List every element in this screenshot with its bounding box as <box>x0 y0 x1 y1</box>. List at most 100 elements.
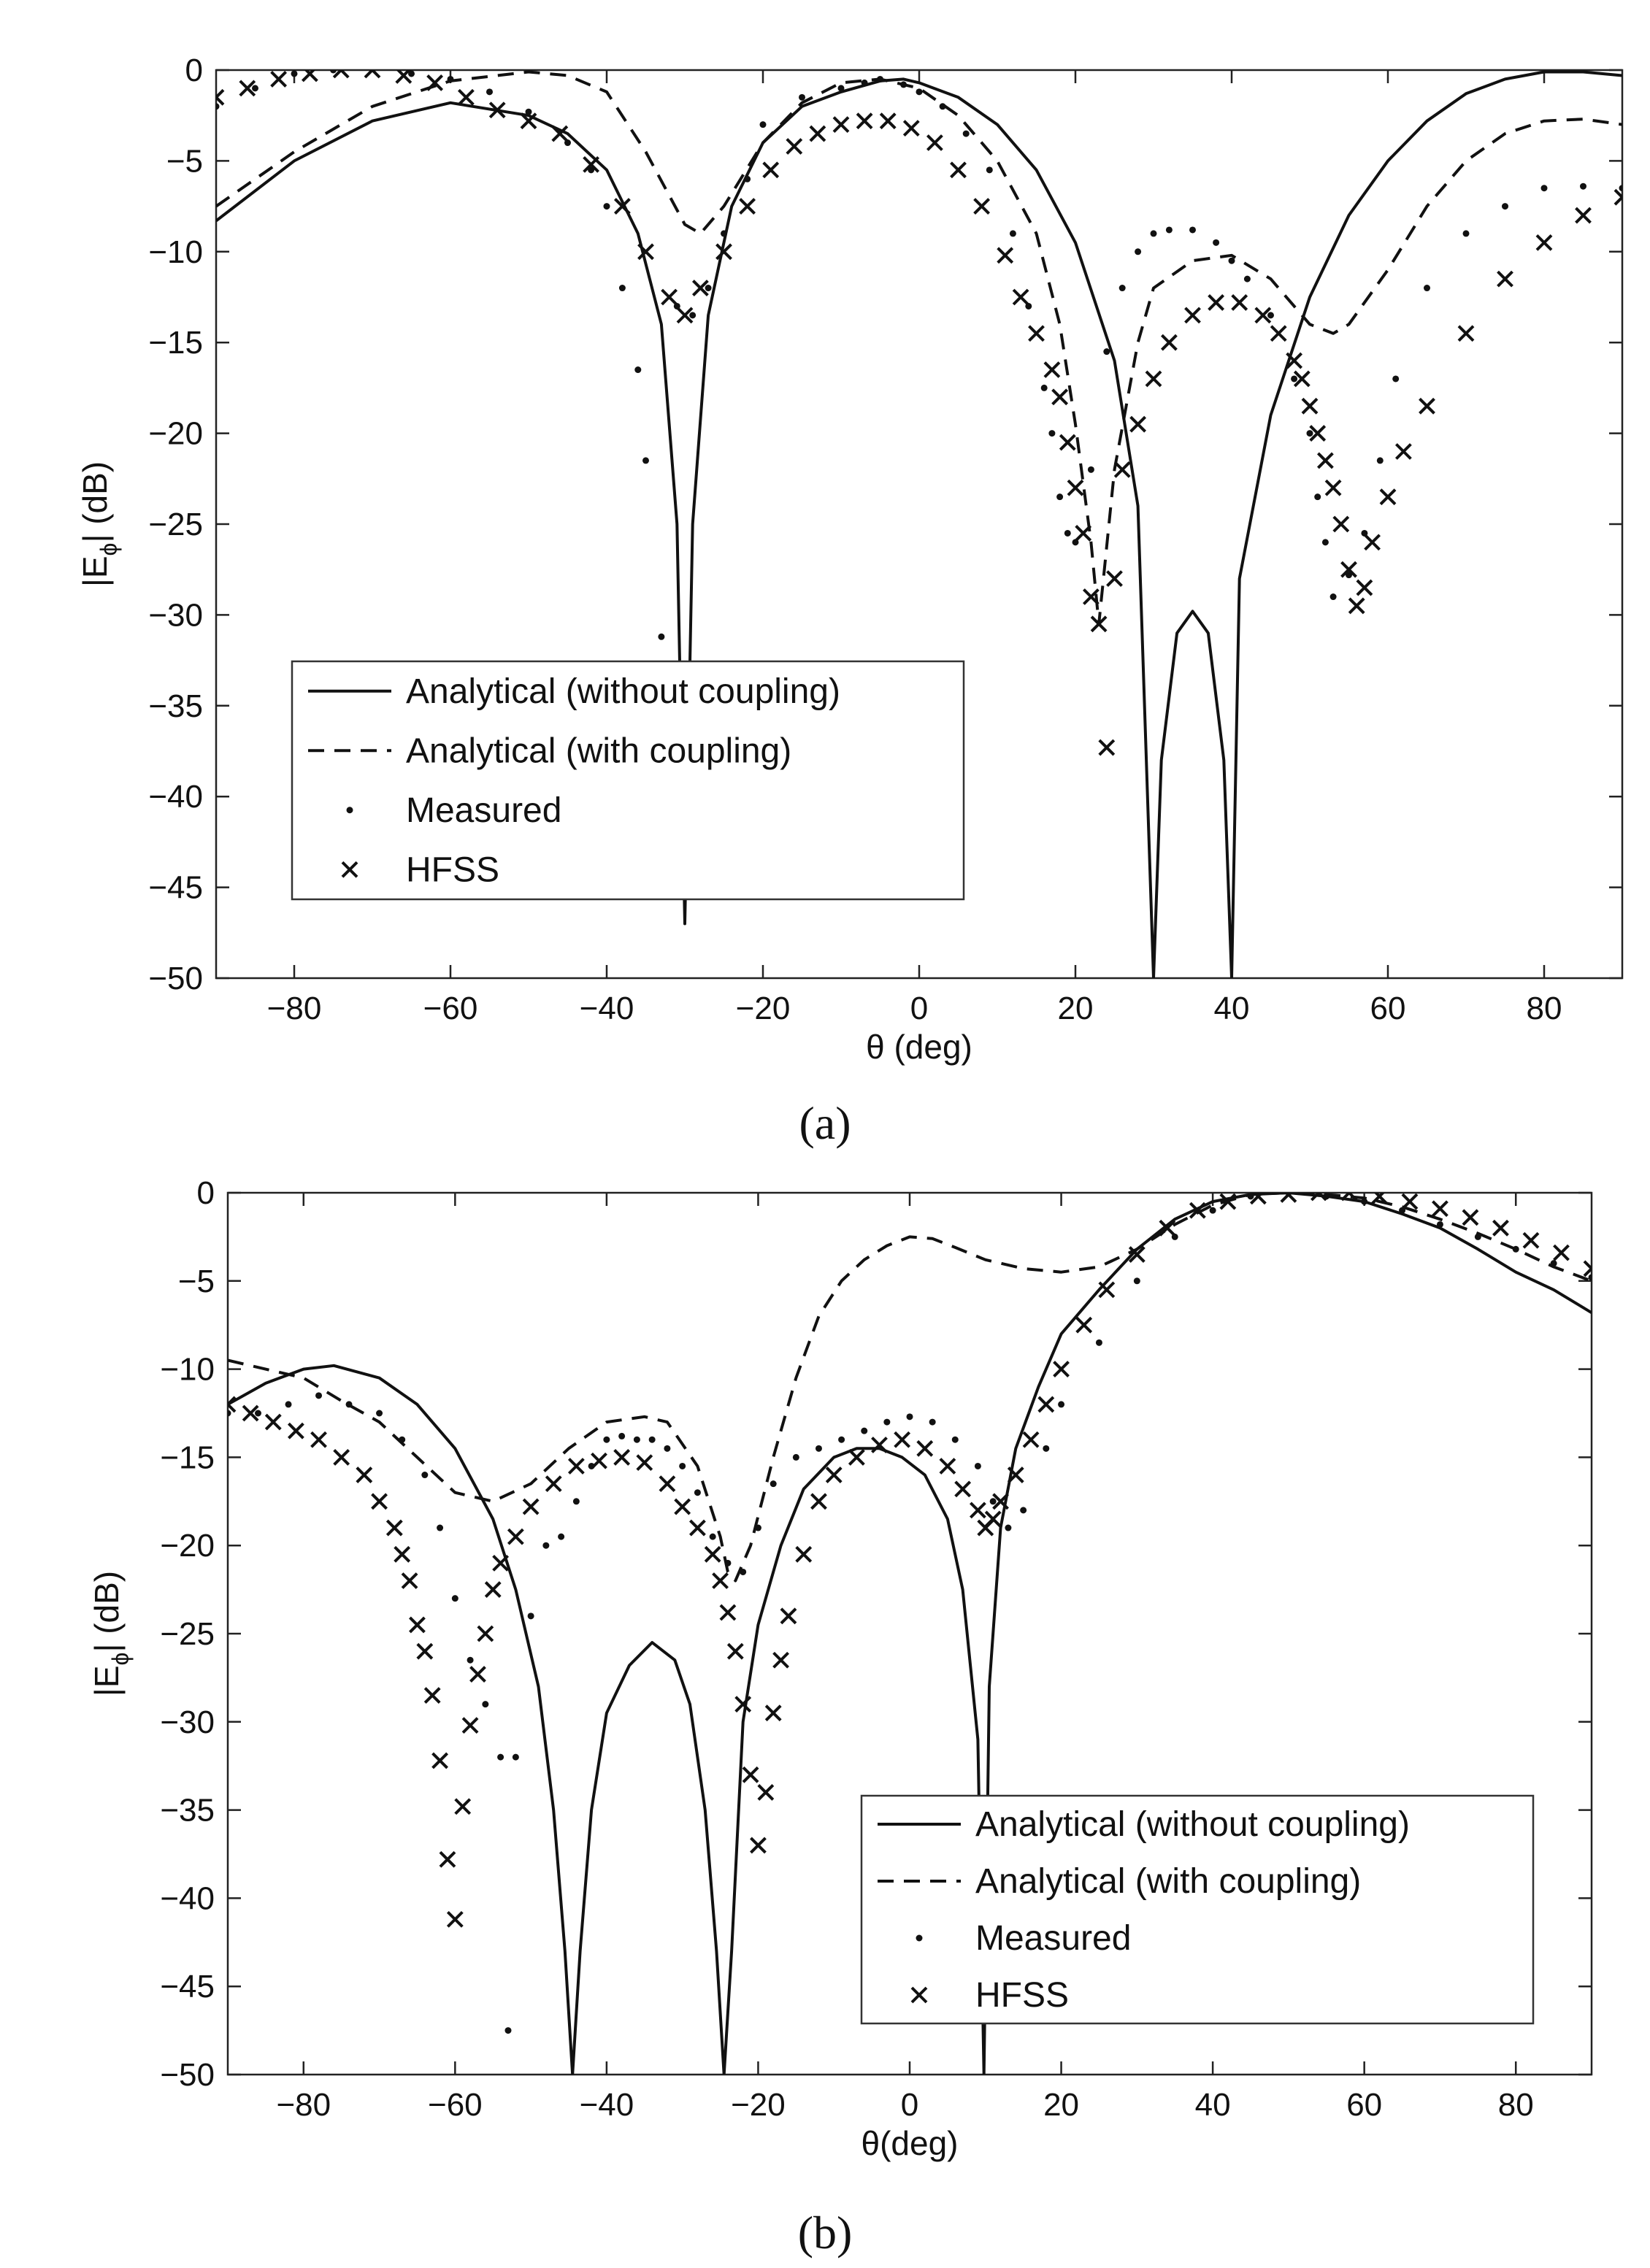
hfss-marker <box>1348 597 1365 615</box>
measured-point <box>951 1436 959 1443</box>
measured-point <box>603 203 610 210</box>
plot-area <box>216 70 1622 978</box>
hfss-marker <box>1028 325 1045 342</box>
hfss-marker <box>742 1766 759 1783</box>
measured-point <box>1512 1245 1519 1253</box>
measured-point <box>929 1418 936 1426</box>
measured-point <box>512 1753 519 1761</box>
hfss-marker <box>591 1452 607 1469</box>
measured-point <box>228 1410 231 1417</box>
hfss-marker <box>1249 1193 1267 1205</box>
measured-point <box>558 1533 565 1540</box>
hfss-marker <box>1316 452 1334 469</box>
y-axis-label-main: |E <box>76 556 114 587</box>
measured-point <box>1247 1193 1254 1200</box>
hfss-marker <box>1128 1246 1146 1263</box>
measured-point <box>315 1392 323 1399</box>
hfss-marker <box>1184 307 1201 324</box>
measured-point <box>838 1436 845 1443</box>
measured-point <box>634 366 642 374</box>
hfss-marker <box>1053 1361 1070 1378</box>
measured-point <box>861 79 868 86</box>
hfss-marker <box>1037 1396 1055 1413</box>
hfss-marker <box>1160 334 1178 351</box>
hfss-marker <box>301 70 318 82</box>
y-axis-label: |Eϕ| (dB) <box>76 461 122 587</box>
hfss-marker <box>1059 434 1076 451</box>
legend-entry-label: Analytical (with coupling) <box>406 731 791 770</box>
measured-point <box>330 70 337 74</box>
legend-box <box>860 1794 1535 2025</box>
hfss-marker <box>507 1528 524 1545</box>
hfss-marker <box>371 1493 388 1510</box>
y-axis-label-end: | (dB) <box>88 1571 126 1653</box>
y-tick-label: −10 <box>148 234 203 270</box>
measured-point <box>679 1462 686 1469</box>
x-tick-label: 60 <box>1370 991 1406 1026</box>
measured-point <box>216 103 220 110</box>
measured-point <box>1150 230 1157 237</box>
measured-point <box>642 457 649 464</box>
x-tick-label: 60 <box>1346 2087 1382 2123</box>
y-tick-label: −35 <box>160 1793 215 1829</box>
x-tick-label: 80 <box>1498 2087 1534 2123</box>
measured-point <box>1103 348 1110 355</box>
hfss-marker <box>1394 443 1412 460</box>
hfss-marker <box>1492 1219 1509 1237</box>
hfss-marker <box>431 1752 448 1769</box>
legend-entry-label: Analytical (without coupling) <box>406 672 840 711</box>
hfss-marker <box>637 243 654 261</box>
measured-point <box>1361 1198 1368 1205</box>
hfss-marker <box>1364 534 1381 551</box>
hfss-marker <box>1280 1193 1297 1203</box>
measured-point <box>974 1462 981 1469</box>
hfss-marker <box>1324 479 1342 496</box>
chart-panel-a: −80 −60 −40 −20 0 20 40 60 80 0 −5 −10 −15 −20 −25 −30 −… <box>76 53 1624 1066</box>
plot-area <box>228 1193 1592 2075</box>
x-tick-label: −40 <box>580 991 634 1026</box>
hfss-marker <box>1189 1202 1206 1219</box>
measured-point <box>989 1498 997 1505</box>
measured-point <box>1346 572 1352 579</box>
measured-point <box>1550 1260 1557 1267</box>
hfss-marker <box>954 1480 972 1498</box>
hfss-marker <box>446 1910 464 1928</box>
y-tick-label: −30 <box>148 597 203 633</box>
hfss-marker <box>613 1448 631 1466</box>
hfss-marker <box>636 1454 653 1472</box>
y-axis-label-main: |E <box>88 1665 126 1696</box>
hfss-marker <box>484 1581 502 1599</box>
panel-b-label: (b) <box>798 2207 853 2259</box>
measured-point <box>1474 1233 1481 1240</box>
hfss-marker <box>1332 515 1350 533</box>
hfss-marker <box>416 1642 434 1660</box>
measured-point <box>486 88 493 96</box>
measured-point <box>664 1445 671 1452</box>
legend: Analytical (without coupling) Analytical … <box>291 660 965 901</box>
measured-point <box>451 1595 458 1602</box>
y-tick-label: 0 <box>185 53 203 88</box>
measured-point <box>754 1524 761 1531</box>
series-measured-points <box>228 1193 1592 2034</box>
y-tick-label: −15 <box>160 1439 215 1475</box>
hfss-marker <box>997 247 1014 264</box>
hfss-marker <box>1159 1219 1176 1237</box>
measured-point <box>467 1656 474 1664</box>
y-tick-label: −35 <box>148 688 203 724</box>
measured-point <box>525 108 532 115</box>
measured-point <box>345 1401 353 1408</box>
measured-point <box>437 1524 444 1531</box>
measured-point <box>721 230 727 237</box>
y-tick-label: −45 <box>160 1969 215 2004</box>
chart-panel-b: −80 −60 −40 −20 0 20 40 60 80 0 −5 −10 −15 −20 −25 −30 −… <box>88 1175 1593 2162</box>
measured-point <box>689 312 697 319</box>
y-tick-label: −5 <box>178 1264 215 1299</box>
measured-point <box>603 1436 610 1443</box>
hfss-marker <box>423 1687 441 1704</box>
x-tick-label: 40 <box>1195 2087 1231 2123</box>
measured-point <box>1291 375 1298 383</box>
hfss-marker <box>270 71 288 88</box>
hfss-marker <box>926 134 943 151</box>
hfss-marker <box>1098 1281 1116 1299</box>
hfss-marker <box>856 112 873 130</box>
